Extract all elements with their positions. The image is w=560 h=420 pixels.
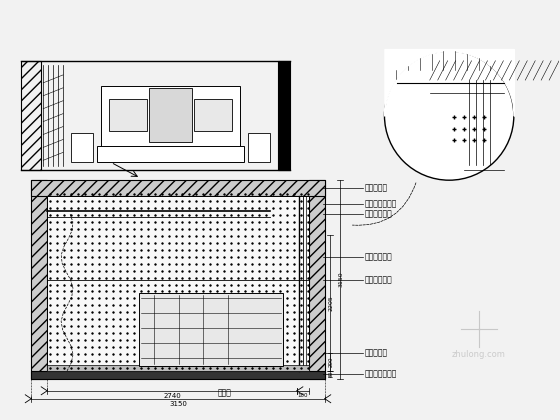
Bar <box>139 293 283 366</box>
Bar <box>194 99 232 131</box>
Circle shape <box>385 51 514 180</box>
Text: 床（甲供）: 床（甲供） <box>365 349 388 357</box>
Bar <box>47 365 309 371</box>
Text: 3150: 3150 <box>338 272 343 287</box>
Bar <box>148 88 193 142</box>
Bar <box>278 61 290 170</box>
Bar <box>101 86 240 150</box>
Bar <box>71 133 93 162</box>
Text: 石膏线（甲供）: 石膏线（甲供） <box>365 200 397 209</box>
Bar <box>31 180 325 196</box>
Bar <box>31 371 325 379</box>
Text: 3150: 3150 <box>169 401 187 407</box>
Bar <box>21 61 41 170</box>
Text: 衣柜（甲供）: 衣柜（甲供） <box>365 276 393 284</box>
Bar <box>31 180 47 379</box>
Text: zhulong.com: zhulong.com <box>452 349 506 359</box>
Text: 石膏板吊顶: 石膏板吊顶 <box>365 184 388 193</box>
Bar <box>109 99 147 131</box>
Text: 100: 100 <box>297 393 308 398</box>
Circle shape <box>116 103 139 126</box>
Text: 找平层: 找平层 <box>218 388 232 397</box>
Text: 2740: 2740 <box>163 393 181 399</box>
Text: 2205: 2205 <box>328 295 333 311</box>
Text: 壁纸（甲供）: 壁纸（甲供） <box>365 253 393 262</box>
Bar <box>97 147 244 162</box>
Circle shape <box>202 103 225 126</box>
Bar <box>47 196 309 371</box>
Bar <box>248 133 270 162</box>
Text: 窗帘（甲供）: 窗帘（甲供） <box>365 210 393 218</box>
Bar <box>309 180 325 379</box>
Text: 80: 80 <box>328 371 333 377</box>
Text: 200: 200 <box>328 357 333 367</box>
Text: 踢脚线（甲供）: 踢脚线（甲供） <box>365 370 397 378</box>
